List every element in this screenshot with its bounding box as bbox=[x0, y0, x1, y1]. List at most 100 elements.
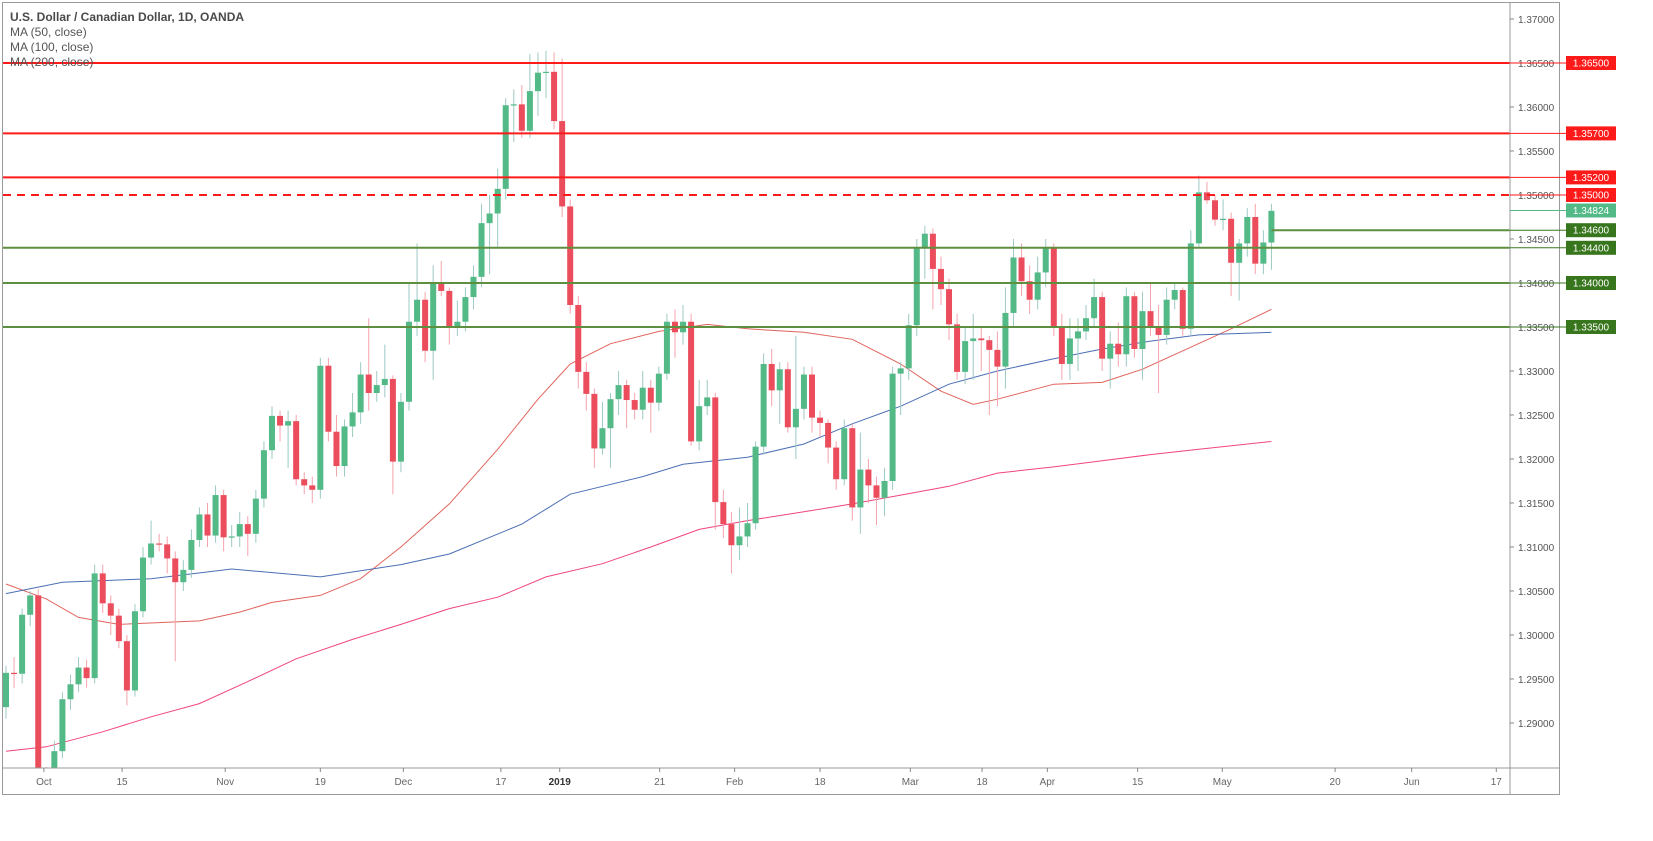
candle-up bbox=[3, 672, 9, 708]
candle-down bbox=[1115, 343, 1122, 355]
candle-up bbox=[502, 105, 509, 189]
candle-down bbox=[1147, 311, 1154, 328]
x-tick-label: 19 bbox=[315, 777, 327, 788]
x-tick-label: 20 bbox=[1330, 777, 1342, 788]
candle-down bbox=[583, 371, 590, 394]
y-tick-label: 1.29500 bbox=[1518, 675, 1555, 686]
candle-up bbox=[800, 374, 807, 409]
candle-up bbox=[1195, 192, 1202, 244]
candle-down bbox=[220, 495, 227, 538]
candle-up bbox=[1187, 243, 1194, 329]
candle-up bbox=[1236, 243, 1243, 263]
candle-up bbox=[228, 536, 235, 538]
candle-up bbox=[341, 426, 348, 467]
candle-up bbox=[406, 321, 412, 402]
candle-up bbox=[486, 213, 493, 224]
candle-up bbox=[454, 321, 461, 327]
chart-legend: U.S. Dollar / Canadian Dollar, 1D, OANDA… bbox=[10, 10, 244, 70]
level-price-label: 1.34000 bbox=[1573, 279, 1610, 290]
candle-down bbox=[123, 641, 130, 691]
candle-down bbox=[277, 415, 284, 426]
ma-line-ma50 bbox=[5, 308, 1272, 625]
candle-down bbox=[1228, 218, 1235, 263]
candle-down bbox=[309, 485, 316, 490]
candle-up bbox=[252, 498, 259, 534]
candle-down bbox=[784, 369, 791, 428]
candle-up bbox=[1042, 246, 1049, 273]
ma-line-ma200 bbox=[5, 440, 1272, 752]
candle-down bbox=[1050, 246, 1057, 328]
candle-down bbox=[849, 428, 856, 508]
candle-down bbox=[1018, 257, 1025, 282]
x-tick-label: 2019 bbox=[549, 777, 572, 788]
candle-up bbox=[1171, 290, 1178, 300]
candle-up bbox=[260, 450, 267, 499]
legend-ma100[interactable]: MA (100, close) bbox=[10, 40, 94, 54]
candle-up bbox=[1107, 343, 1114, 359]
legend-ma50[interactable]: MA (50, close) bbox=[10, 25, 87, 39]
candle-down bbox=[937, 268, 944, 290]
y-tick-label: 1.30500 bbox=[1518, 587, 1555, 598]
candle-down bbox=[1203, 192, 1210, 201]
candle-up bbox=[1083, 318, 1090, 332]
candle-down bbox=[35, 595, 42, 768]
candle-up bbox=[1034, 272, 1041, 300]
candle-down bbox=[688, 321, 695, 442]
candle-up bbox=[905, 325, 912, 369]
candle-up bbox=[414, 299, 421, 322]
y-tick-label: 1.35000 bbox=[1518, 191, 1555, 202]
candle-down bbox=[1252, 217, 1259, 264]
candle-down bbox=[389, 378, 396, 462]
candle-down bbox=[833, 447, 840, 480]
legend-ma200[interactable]: MA (200, close) bbox=[10, 55, 94, 69]
candle-up bbox=[236, 524, 243, 537]
candle-down bbox=[301, 479, 308, 486]
candle-down bbox=[107, 603, 114, 616]
candle-down bbox=[929, 233, 936, 269]
candle-down bbox=[446, 290, 453, 327]
last-price-tag bbox=[1566, 203, 1616, 218]
level-price-label: 1.33500 bbox=[1573, 323, 1610, 334]
candle-down bbox=[244, 524, 251, 534]
x-tick-label: Nov bbox=[216, 777, 234, 788]
candle-down bbox=[817, 417, 824, 423]
candle-up bbox=[1123, 296, 1130, 355]
candle-up bbox=[639, 387, 646, 410]
candle-up bbox=[317, 365, 324, 490]
candle-up bbox=[188, 539, 195, 570]
candle-up bbox=[792, 408, 799, 428]
x-tick-label: 18 bbox=[814, 777, 826, 788]
candle-up bbox=[19, 614, 26, 674]
candle-down bbox=[712, 397, 719, 503]
candle-down bbox=[865, 469, 872, 486]
candle-up bbox=[1268, 210, 1275, 243]
candle-down bbox=[438, 283, 445, 291]
y-tick-label: 1.31500 bbox=[1518, 499, 1555, 510]
level-price-tag bbox=[1566, 188, 1616, 202]
candle-down bbox=[1026, 281, 1033, 300]
level-price-tag bbox=[1566, 170, 1616, 185]
candle-up bbox=[704, 397, 711, 407]
candle-up bbox=[1244, 217, 1251, 244]
candle-up bbox=[285, 421, 292, 426]
x-tick-label: Feb bbox=[726, 777, 744, 788]
candle-up bbox=[760, 363, 767, 447]
candle-down bbox=[204, 514, 211, 536]
y-tick-label: 1.33000 bbox=[1518, 367, 1555, 378]
x-tick-label: Jun bbox=[1404, 777, 1420, 788]
y-tick-label: 1.33500 bbox=[1518, 323, 1555, 334]
y-tick-label: 1.34000 bbox=[1518, 279, 1555, 290]
candle-up bbox=[67, 684, 74, 700]
x-tick-label: Mar bbox=[902, 777, 920, 788]
x-tick-label: 15 bbox=[117, 777, 129, 788]
y-tick-label: 1.32500 bbox=[1518, 411, 1555, 422]
y-tick-label: 1.31000 bbox=[1518, 543, 1555, 554]
candle-up bbox=[349, 412, 356, 427]
candle-down bbox=[99, 573, 106, 604]
candle-up bbox=[752, 446, 759, 524]
y-tick-label: 1.30000 bbox=[1518, 631, 1555, 642]
candle-down bbox=[172, 558, 179, 583]
candle-up bbox=[526, 91, 533, 131]
candle-up bbox=[140, 557, 147, 612]
